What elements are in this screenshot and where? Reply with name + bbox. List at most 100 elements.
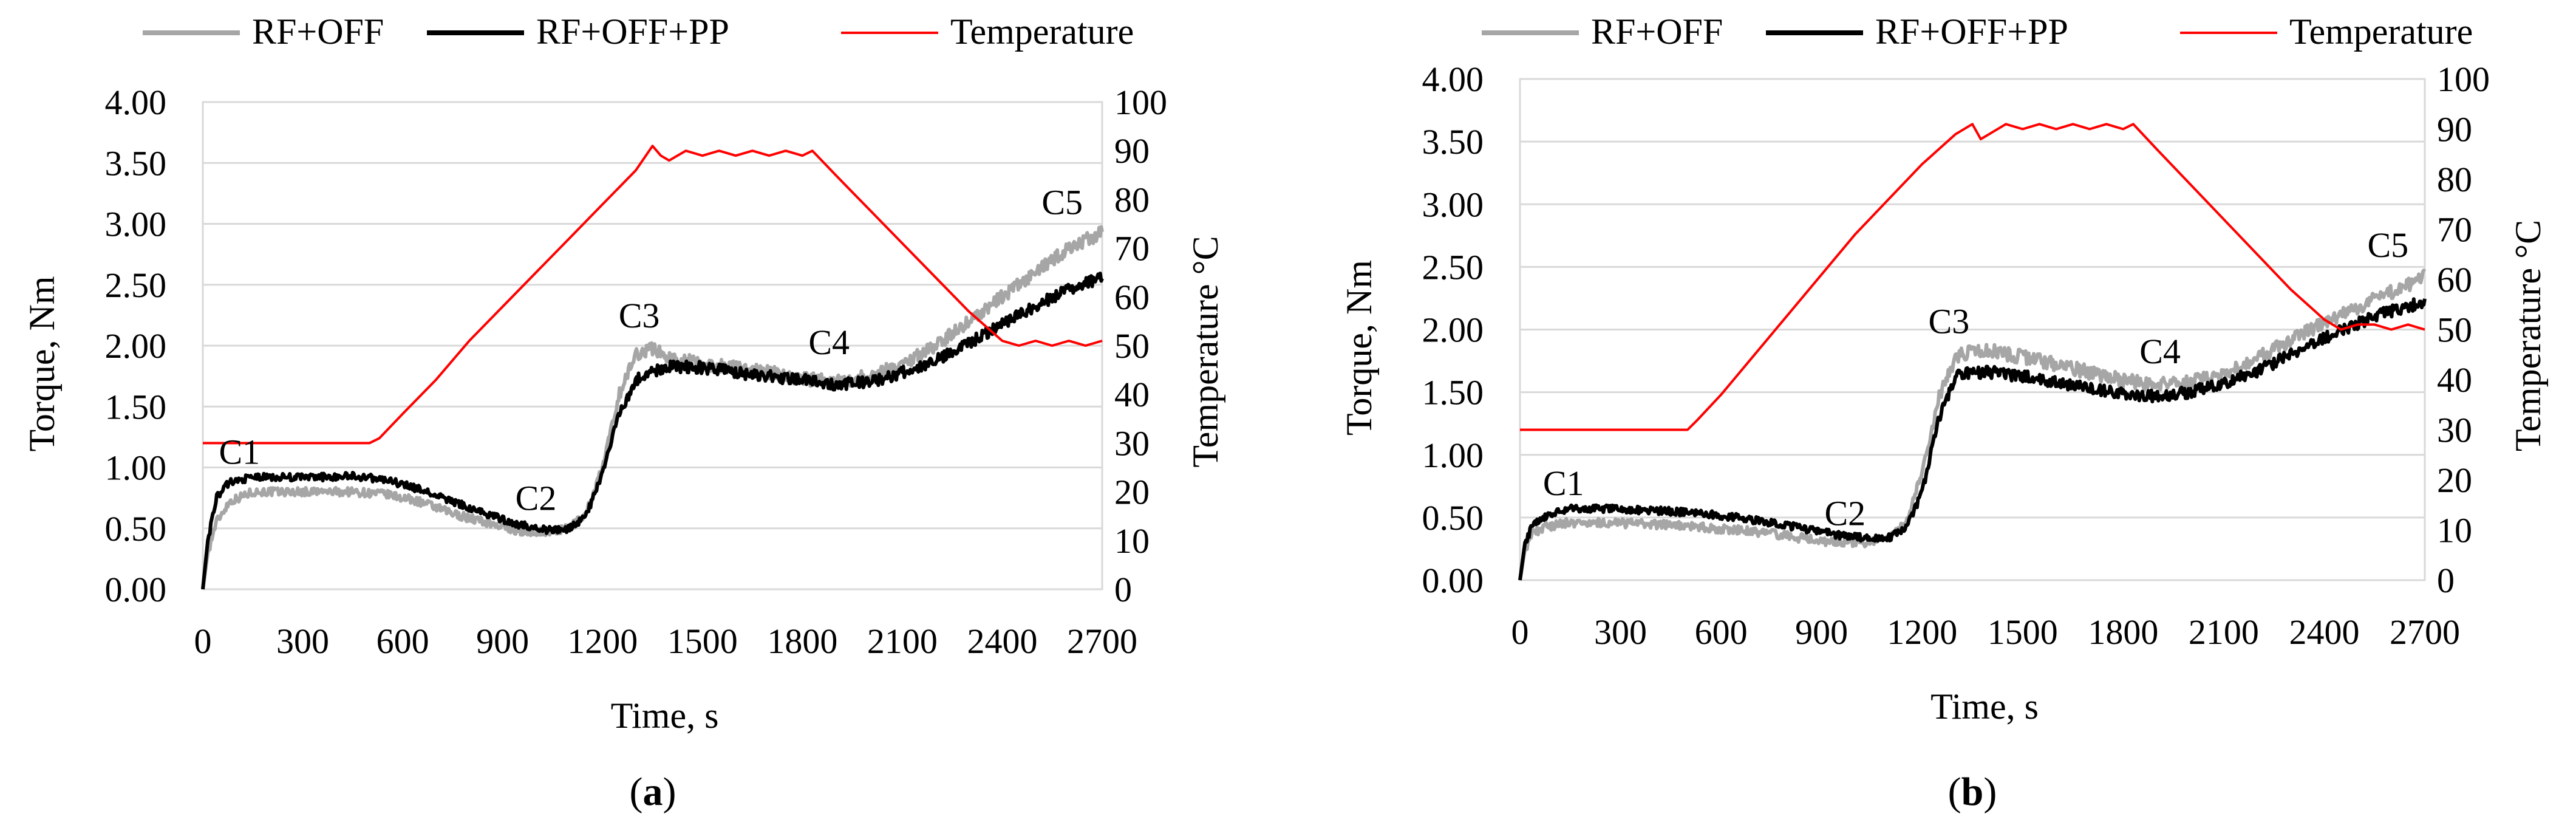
- annotation-label: C1: [219, 432, 260, 471]
- y2-tick-label: 20: [1114, 473, 1150, 512]
- panel-label-open: (: [1948, 770, 1961, 814]
- x-tick-label: 1200: [1887, 612, 1957, 652]
- series-line-rf-off: [201, 225, 1104, 590]
- y-axis-title: Torque, Nm: [1339, 260, 1379, 436]
- legend-entry-label: RF+OFF: [252, 12, 384, 52]
- x-tick-label: 1500: [667, 621, 738, 661]
- y2-tick-label: 30: [2437, 411, 2472, 450]
- plot-area-border: [202, 101, 1103, 590]
- annotation-label: C5: [1041, 182, 1083, 222]
- y-tick-label: 4.00: [1422, 60, 1484, 99]
- y2-tick-label: 10: [1114, 521, 1150, 561]
- y-tick-label: 0.00: [105, 570, 167, 609]
- annotation-label: C5: [2367, 225, 2408, 265]
- annotation-label: C3: [619, 296, 660, 335]
- x-tick-label: 600: [1695, 612, 1748, 652]
- annotation-label: C4: [2139, 332, 2181, 371]
- series-line-temperature: [203, 145, 1103, 445]
- y-tick-label: 2.50: [105, 265, 167, 305]
- y2-tick-label: 80: [2437, 160, 2472, 199]
- x-tick-label: 2700: [2390, 612, 2460, 652]
- x-tick-label: 900: [476, 621, 529, 661]
- y2-tick-label: 70: [1114, 229, 1150, 269]
- y2-tick-label: 100: [2437, 60, 2490, 99]
- y2-tick-label: 40: [1114, 375, 1150, 414]
- x-tick-label: 1500: [1988, 612, 2058, 652]
- x-axis-title: Time, s: [611, 696, 719, 736]
- annotation-label: C3: [1929, 302, 1970, 341]
- panel-label-close: ): [663, 770, 676, 814]
- y2-axis-title: Temperature °C: [2508, 220, 2548, 451]
- series-line-rf-off: [1518, 269, 2427, 581]
- y-axis-title: Torque, Nm: [22, 276, 62, 451]
- annotation-label: C2: [1824, 493, 1866, 533]
- x-tick-label: 1800: [767, 621, 837, 661]
- annotation-label: C1: [1543, 464, 1584, 503]
- panel-label-letter: b: [1961, 770, 1984, 814]
- y2-tick-label: 30: [1114, 423, 1150, 463]
- y2-tick-label: 0: [2437, 561, 2455, 600]
- x-tick-label: 300: [1594, 612, 1647, 652]
- y2-tick-label: 40: [2437, 360, 2472, 400]
- series-line-temperature: [1520, 123, 2425, 431]
- x-tick-label: 600: [377, 621, 429, 661]
- series-line-rf-off-pp: [1518, 297, 2427, 581]
- legend-entry-label: Temperature: [2289, 12, 2473, 52]
- panel-label: (a): [630, 770, 676, 814]
- y2-tick-label: 90: [1114, 131, 1150, 171]
- y2-axis-title: Temperature °C: [1185, 236, 1225, 467]
- y-tick-label: 1.50: [1422, 373, 1484, 412]
- y2-tick-label: 100: [1114, 83, 1167, 122]
- y2-tick-label: 20: [2437, 460, 2472, 500]
- panel-label-close: ): [1983, 770, 1997, 814]
- y2-tick-label: 70: [2437, 210, 2472, 250]
- x-tick-label: 2400: [967, 621, 1037, 661]
- annotation-label: C4: [808, 323, 850, 362]
- y2-tick-label: 80: [1114, 180, 1150, 219]
- legend-entry-label: RF+OFF+PP: [1875, 12, 2068, 52]
- y-tick-label: 1.50: [105, 387, 167, 426]
- x-tick-label: 900: [1795, 612, 1848, 652]
- y-tick-label: 4.00: [105, 83, 167, 122]
- y-tick-label: 0.50: [1422, 498, 1484, 538]
- x-tick-label: 2100: [867, 621, 938, 661]
- panel-label-open: (: [630, 770, 643, 814]
- y-tick-label: 0.50: [105, 509, 167, 549]
- y-tick-label: 2.50: [1422, 247, 1484, 287]
- y2-tick-label: 50: [1114, 326, 1150, 366]
- legend-entry-label: RF+OFF: [1591, 12, 1723, 52]
- chart-panel-a: 0.00 0.50 1.00 1.50 2.00 2.50 3.00 3.50 4.00 0 10 2…: [22, 12, 1225, 814]
- x-tick-label: 1800: [2088, 612, 2158, 652]
- x-axis-title: Time, s: [1930, 686, 2039, 727]
- x-tick-label: 2700: [1067, 621, 1137, 661]
- chart-panel-b: 0.00 0.50 1.00 1.50 2.00 2.50 3.00 3.50 4.00 0 10 2…: [1339, 12, 2548, 814]
- legend-entry-label: Temperature: [950, 12, 1134, 52]
- panel-label: (b): [1948, 770, 1997, 814]
- x-tick-label: 2100: [2189, 612, 2259, 652]
- y2-tick-label: 0: [1114, 570, 1132, 609]
- y-tick-label: 3.50: [1422, 122, 1484, 162]
- legend-entry-label: RF+OFF+PP: [536, 12, 729, 52]
- y-tick-label: 1.00: [1422, 436, 1484, 475]
- y-tick-label: 3.00: [105, 205, 167, 244]
- series-line-rf-off-pp: [201, 272, 1104, 590]
- y-tick-label: 2.00: [105, 326, 167, 366]
- x-tick-label: 1200: [567, 621, 638, 661]
- y-tick-label: 1.00: [105, 448, 167, 488]
- y2-tick-label: 60: [1114, 278, 1150, 317]
- y-tick-label: 3.50: [105, 143, 167, 183]
- y-tick-label: 0.00: [1422, 561, 1484, 600]
- x-tick-label: 2400: [2289, 612, 2359, 652]
- x-tick-label: 300: [276, 621, 329, 661]
- y-tick-label: 3.00: [1422, 185, 1484, 224]
- x-tick-label: 0: [194, 621, 212, 661]
- y2-tick-label: 50: [2437, 310, 2472, 350]
- panel-label-letter: a: [643, 770, 663, 814]
- annotation-label: C2: [516, 479, 557, 518]
- y-tick-label: 2.00: [1422, 310, 1484, 350]
- x-tick-label: 0: [1511, 612, 1529, 652]
- y2-tick-label: 60: [2437, 260, 2472, 299]
- y2-tick-label: 10: [2437, 511, 2472, 550]
- y2-tick-label: 90: [2437, 110, 2472, 149]
